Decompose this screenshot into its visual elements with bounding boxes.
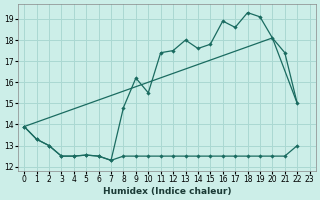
X-axis label: Humidex (Indice chaleur): Humidex (Indice chaleur) xyxy=(103,187,231,196)
